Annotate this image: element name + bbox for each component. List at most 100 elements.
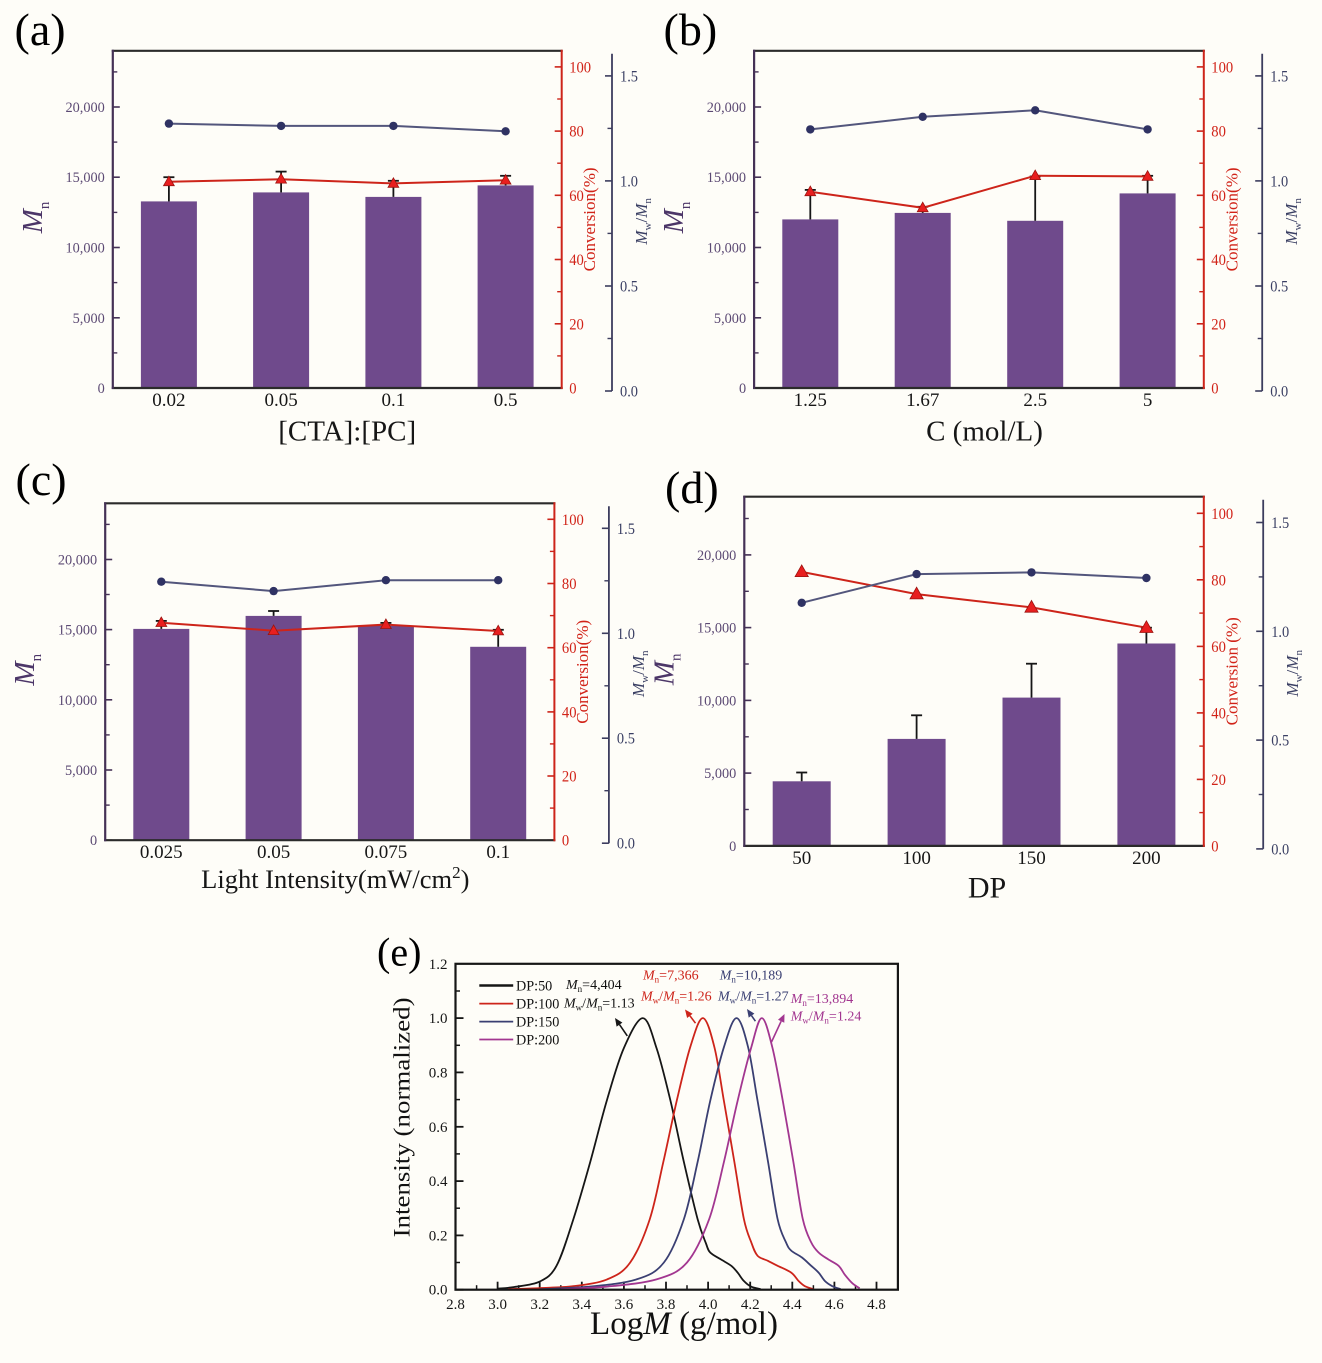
svg-text:Conversion(%): Conversion(%)	[573, 620, 592, 724]
svg-text:0.075: 0.075	[365, 842, 408, 863]
svg-text:1.5: 1.5	[620, 68, 638, 85]
svg-text:Mw/Mn: Mw/Mn	[629, 650, 651, 698]
svg-text:0: 0	[569, 381, 576, 398]
svg-text:DP:150: DP:150	[516, 1014, 559, 1030]
svg-text:20,000: 20,000	[707, 100, 746, 116]
svg-text:20,000: 20,000	[58, 553, 97, 569]
svg-text:Mn: Mn	[648, 653, 684, 686]
svg-text:0: 0	[90, 833, 97, 849]
svg-text:2.5: 2.5	[1023, 390, 1047, 411]
svg-text:60: 60	[1211, 188, 1226, 205]
svg-text:10,000: 10,000	[707, 241, 746, 257]
svg-text:0.5: 0.5	[494, 390, 518, 411]
svg-text:0: 0	[98, 381, 105, 397]
svg-text:3.4: 3.4	[572, 1297, 591, 1313]
svg-text:1.5: 1.5	[1270, 68, 1288, 85]
svg-text:4.0: 4.0	[699, 1297, 718, 1313]
svg-text:80: 80	[562, 576, 577, 593]
svg-text:0.0: 0.0	[620, 384, 638, 401]
svg-text:60: 60	[569, 188, 584, 205]
svg-text:0.8: 0.8	[429, 1065, 448, 1081]
svg-text:Mw/Mn: Mw/Mn	[1282, 198, 1304, 246]
svg-text:Mw/Mn: Mw/Mn	[1283, 650, 1305, 698]
svg-text:5,000: 5,000	[65, 763, 97, 779]
svg-text:DP:200: DP:200	[516, 1032, 559, 1048]
svg-text:Mn: Mn	[17, 201, 53, 234]
svg-text:5,000: 5,000	[73, 311, 105, 327]
svg-text:(c): (c)	[16, 454, 67, 505]
svg-text:3.6: 3.6	[615, 1297, 634, 1313]
svg-text:DP: DP	[968, 872, 1006, 905]
svg-text:0.6: 0.6	[429, 1120, 448, 1136]
svg-text:Light Intensity(mW/cm2): Light Intensity(mW/cm2)	[201, 863, 469, 894]
svg-text:0.0: 0.0	[1270, 384, 1288, 401]
svg-text:1.2: 1.2	[429, 957, 448, 973]
svg-text:3.2: 3.2	[530, 1297, 549, 1313]
svg-text:1.5: 1.5	[1271, 515, 1289, 532]
svg-text:Mn=7,366: Mn=7,366	[642, 969, 699, 985]
svg-text:1.0: 1.0	[617, 626, 635, 643]
svg-text:Mw/Mn=1.27: Mw/Mn=1.27	[717, 990, 789, 1006]
svg-text:10,000: 10,000	[697, 693, 736, 709]
svg-text:40: 40	[569, 252, 584, 269]
svg-text:20: 20	[1211, 772, 1226, 789]
svg-text:(b): (b)	[664, 4, 718, 55]
svg-text:0.05: 0.05	[257, 842, 290, 863]
svg-text:15,000: 15,000	[65, 170, 104, 186]
svg-text:15,000: 15,000	[707, 170, 746, 186]
svg-text:0: 0	[1211, 838, 1218, 855]
svg-text:C (mol/L): C (mol/L)	[926, 416, 1043, 448]
svg-text:40: 40	[1211, 252, 1226, 269]
svg-text:1.0: 1.0	[620, 173, 638, 190]
svg-text:100: 100	[1211, 59, 1233, 76]
svg-text:0.1: 0.1	[486, 842, 510, 863]
svg-text:(e): (e)	[377, 930, 421, 975]
svg-text:1.0: 1.0	[1271, 624, 1289, 641]
svg-text:0.025: 0.025	[140, 842, 183, 863]
svg-text:0.5: 0.5	[1270, 279, 1288, 296]
svg-text:0.0: 0.0	[429, 1283, 448, 1299]
svg-text:10,000: 10,000	[65, 241, 104, 257]
svg-text:20: 20	[569, 316, 584, 333]
svg-text:80: 80	[1211, 124, 1226, 141]
svg-text:0.5: 0.5	[1271, 733, 1289, 750]
svg-text:1.25: 1.25	[794, 390, 827, 411]
svg-text:0.5: 0.5	[617, 731, 635, 748]
svg-text:20,000: 20,000	[697, 548, 736, 564]
svg-text:80: 80	[569, 124, 584, 141]
svg-text:1.67: 1.67	[906, 390, 939, 411]
svg-text:60: 60	[1211, 639, 1226, 656]
svg-text:Mw/Mn=1.13: Mw/Mn=1.13	[563, 997, 635, 1013]
svg-text:0: 0	[729, 839, 736, 855]
svg-text:4.6: 4.6	[825, 1297, 844, 1313]
svg-text:Mn=13,894: Mn=13,894	[790, 992, 854, 1008]
svg-text:5,000: 5,000	[714, 311, 746, 327]
svg-text:3.0: 3.0	[488, 1297, 507, 1313]
svg-text:Conversion(%): Conversion(%)	[580, 167, 599, 271]
svg-text:3.8: 3.8	[657, 1297, 676, 1313]
svg-text:Mn: Mn	[658, 201, 694, 234]
svg-text:Mn: Mn	[9, 653, 45, 686]
svg-text:(a): (a)	[15, 4, 66, 55]
svg-text:60: 60	[562, 640, 577, 657]
svg-text:80: 80	[1211, 572, 1226, 589]
svg-text:4.2: 4.2	[741, 1297, 760, 1313]
svg-text:100: 100	[569, 59, 591, 76]
svg-text:100: 100	[1211, 506, 1233, 523]
svg-text:15,000: 15,000	[58, 623, 97, 639]
svg-text:Mw/Mn=1.24: Mw/Mn=1.24	[790, 1010, 862, 1026]
svg-text:0: 0	[739, 381, 746, 397]
svg-text:20,000: 20,000	[65, 100, 104, 116]
svg-text:DP:50: DP:50	[516, 978, 552, 994]
svg-text:DP:100: DP:100	[516, 996, 559, 1012]
svg-text:Mn=10,189: Mn=10,189	[719, 969, 783, 985]
svg-text:Mn=4,404: Mn=4,404	[565, 978, 622, 994]
svg-text:4.8: 4.8	[867, 1297, 886, 1313]
svg-text:20: 20	[1211, 316, 1226, 333]
svg-text:0.2: 0.2	[429, 1228, 448, 1244]
svg-text:40: 40	[562, 704, 577, 721]
svg-text:0: 0	[562, 833, 569, 850]
svg-text:150: 150	[1017, 848, 1046, 869]
svg-text:5,000: 5,000	[704, 766, 736, 782]
svg-text:20: 20	[562, 769, 577, 786]
